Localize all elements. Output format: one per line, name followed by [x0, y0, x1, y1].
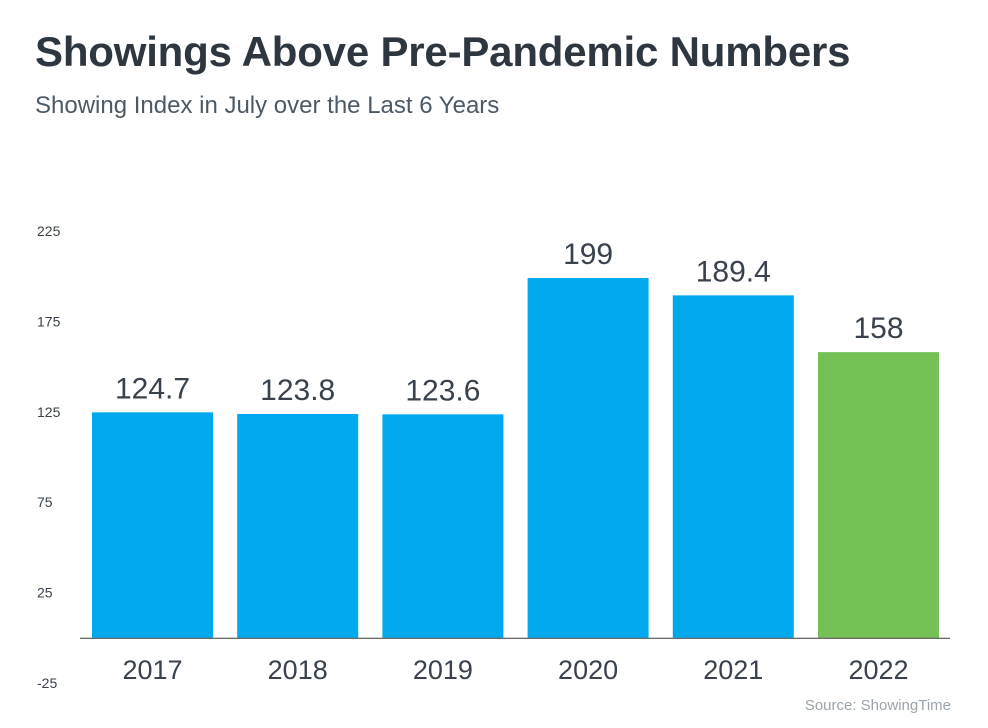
- y-tick-label: 125: [37, 404, 61, 420]
- x-category-label: 2019: [413, 655, 473, 685]
- y-tick-label: 225: [37, 223, 61, 239]
- chart-subtitle: Showing Index in July over the Last 6 Ye…: [35, 92, 500, 119]
- value-label: 189.4: [696, 255, 771, 288]
- source-note: Source: ShowingTime: [804, 697, 951, 714]
- x-category-label: 2018: [268, 655, 328, 685]
- value-label: 124.7: [115, 372, 190, 405]
- bar-2022: [818, 352, 939, 638]
- bar-2021: [672, 295, 794, 638]
- value-label: 158: [853, 312, 903, 345]
- bar-2019: [382, 414, 504, 638]
- bar-2017: [92, 412, 213, 638]
- y-tick-label: 25: [37, 585, 53, 601]
- x-category-label: 2021: [703, 655, 763, 685]
- y-tick-label: 175: [37, 313, 61, 329]
- x-category-label: 2017: [122, 655, 182, 685]
- value-label: 123.8: [260, 374, 335, 407]
- bar-2018: [237, 413, 359, 638]
- x-category-label: 2022: [848, 655, 908, 685]
- y-tick-label: 75: [37, 494, 53, 510]
- y-tick-label: -25: [37, 675, 57, 691]
- chart-title: Showings Above Pre-Pandemic Numbers: [35, 28, 851, 75]
- bar-2020: [527, 278, 649, 638]
- value-label: 123.6: [405, 374, 480, 407]
- x-category-label: 2020: [558, 655, 618, 685]
- value-label: 199: [563, 238, 613, 271]
